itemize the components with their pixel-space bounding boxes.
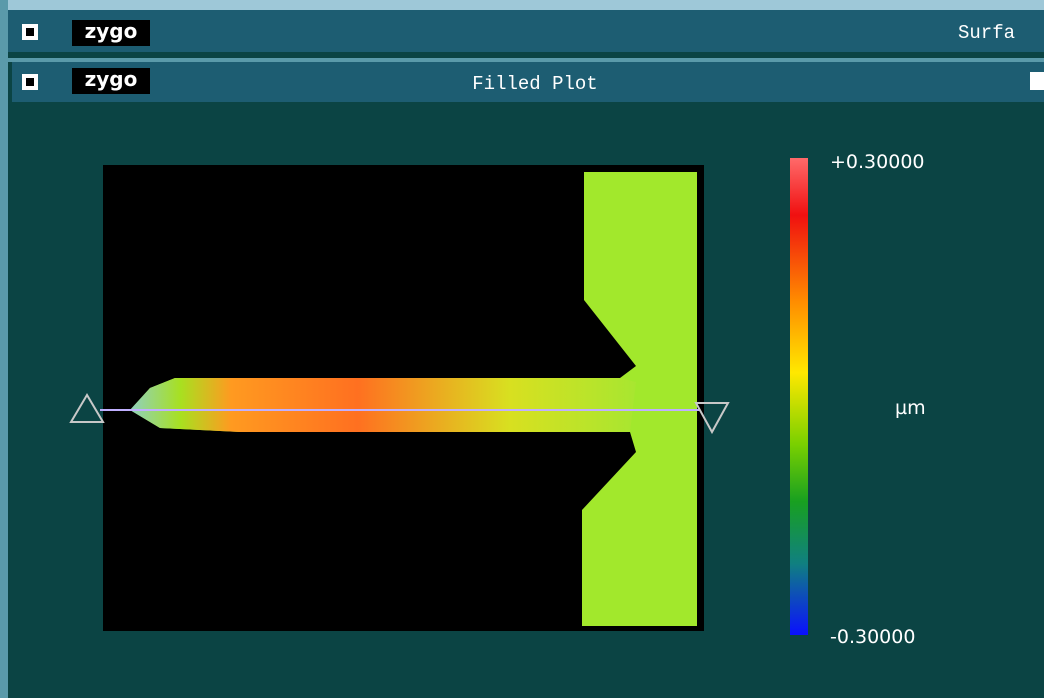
inner-title: Filled Plot [472,73,597,95]
inner-frame-top [8,58,1044,62]
frame-top [0,0,1044,10]
inner-logo: zygo [85,67,138,91]
outer-title: Surfa [958,22,1015,44]
outer-close-icon [26,28,34,36]
surface-beam [130,378,636,432]
screen: zygo Surfa zygo Filled Plot +0.30000 µm … [0,0,1044,698]
color-bar [790,158,808,635]
color-min-label: -0.30000 [830,626,915,648]
color-max-label: +0.30000 [830,151,925,173]
page: zygo Surfa zygo Filled Plot +0.30000 µm … [0,0,1044,698]
inner-close-icon [26,78,34,86]
color-unit: µm [895,397,926,419]
frame-left [0,0,8,698]
outer-title-bar [8,10,1044,52]
inner-menu-button[interactable] [1030,72,1044,90]
outer-logo: zygo [85,19,138,43]
